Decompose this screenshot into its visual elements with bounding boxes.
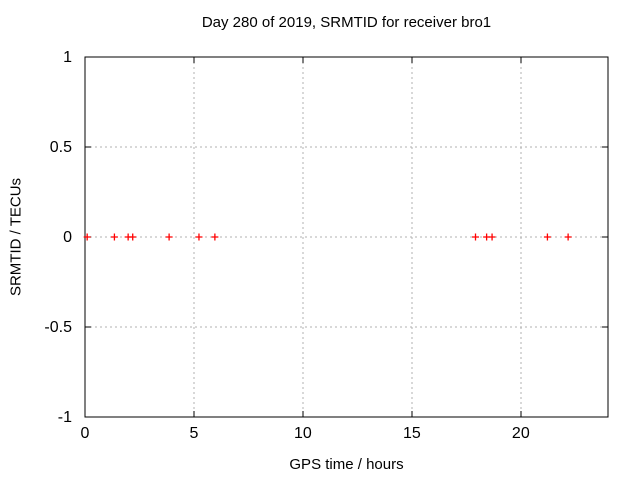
data-point-marker (488, 233, 496, 241)
data-point-marker (472, 233, 480, 241)
y-tick-label: 0 (63, 229, 72, 246)
data-point-marker (211, 233, 219, 241)
x-tick-label: 0 (81, 425, 90, 442)
y-tick-label: 0.5 (50, 139, 72, 156)
x-tick-label: 15 (403, 425, 421, 442)
chart-title: Day 280 of 2019, SRMTID for receiver bro… (201, 14, 492, 31)
y-tick-label: -0.5 (44, 319, 72, 336)
x-tick-label: 5 (190, 425, 199, 442)
y-tick-label: 1 (63, 49, 72, 66)
data-point-marker (543, 233, 551, 241)
data-point-marker (165, 233, 173, 241)
x-tick-label: 10 (294, 425, 312, 442)
data-point-marker (83, 233, 91, 241)
x-tick-label: 20 (512, 425, 530, 442)
data-point-marker (110, 233, 118, 241)
y-tick-label: -1 (58, 409, 72, 426)
data-point-marker (129, 233, 137, 241)
data-point-marker (564, 233, 572, 241)
x-axis-label: GPS time / hours (289, 456, 404, 473)
data-point-marker (195, 233, 203, 241)
